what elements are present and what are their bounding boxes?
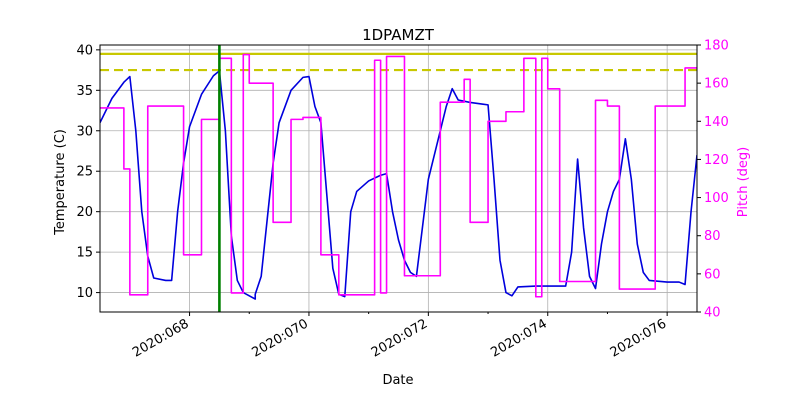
y2-tick-label: 100	[704, 191, 729, 206]
y-tick-label: 10	[76, 286, 93, 301]
y-tick-label: 20	[76, 205, 93, 220]
y-axis-ticks: 10 15 20 25 30 35 40	[76, 43, 100, 301]
y-tick-label: 30	[76, 124, 93, 139]
y2-tick-label: 160	[704, 77, 729, 92]
y2-axis-label: Pitch (deg)	[736, 147, 751, 217]
temperature-series-line	[100, 70, 697, 300]
plot-frame	[99, 44, 698, 313]
plot-area	[100, 45, 697, 312]
y2-tick-label: 60	[704, 267, 721, 282]
y2-tick-label: 40	[704, 306, 721, 321]
y-tick-label: 40	[76, 43, 93, 58]
chart-title: 1DPAMZT	[362, 26, 435, 44]
y-tick-label: 25	[76, 165, 93, 180]
y2-tick-label: 140	[704, 115, 729, 130]
y2-tick-label: 80	[704, 229, 721, 244]
y-tick-label: 35	[76, 84, 93, 99]
y-tick-label: 15	[76, 246, 93, 261]
y2-tick-label: 180	[704, 39, 729, 54]
y-axis-label: Temperature (C)	[53, 129, 68, 236]
y2-axis-ticks: 40 60 80 100 120 140 160 180	[697, 39, 729, 321]
x-axis-label: Date	[382, 373, 413, 388]
y2-tick-label: 120	[704, 153, 729, 168]
